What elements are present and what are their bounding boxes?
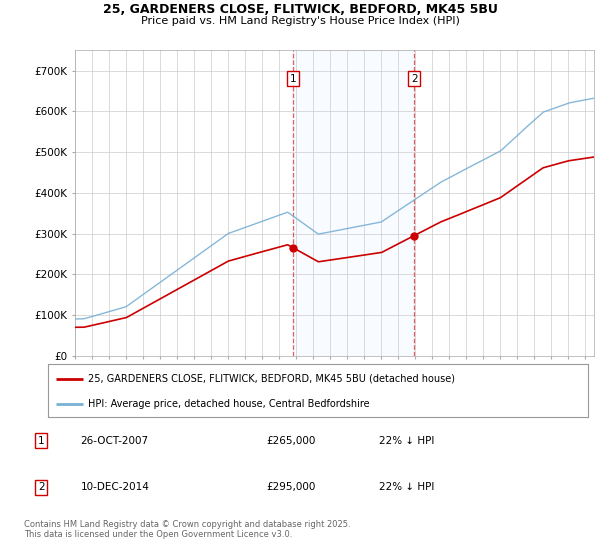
Text: 25, GARDENERS CLOSE, FLITWICK, BEDFORD, MK45 5BU: 25, GARDENERS CLOSE, FLITWICK, BEDFORD, … xyxy=(103,3,497,16)
Text: 10-DEC-2014: 10-DEC-2014 xyxy=(80,482,149,492)
Text: 22% ↓ HPI: 22% ↓ HPI xyxy=(379,482,434,492)
Bar xyxy=(293,50,415,356)
Text: 26-OCT-2007: 26-OCT-2007 xyxy=(80,436,149,446)
Text: £295,000: £295,000 xyxy=(266,482,316,492)
Text: 2: 2 xyxy=(38,482,45,492)
Text: 2: 2 xyxy=(411,74,418,84)
Text: 25, GARDENERS CLOSE, FLITWICK, BEDFORD, MK45 5BU (detached house): 25, GARDENERS CLOSE, FLITWICK, BEDFORD, … xyxy=(89,374,455,384)
Text: £265,000: £265,000 xyxy=(266,436,316,446)
Text: 1: 1 xyxy=(38,436,45,446)
Text: Price paid vs. HM Land Registry's House Price Index (HPI): Price paid vs. HM Land Registry's House … xyxy=(140,16,460,26)
Text: HPI: Average price, detached house, Central Bedfordshire: HPI: Average price, detached house, Cent… xyxy=(89,399,370,409)
Text: Contains HM Land Registry data © Crown copyright and database right 2025.
This d: Contains HM Land Registry data © Crown c… xyxy=(24,520,350,539)
Text: 22% ↓ HPI: 22% ↓ HPI xyxy=(379,436,434,446)
Text: 1: 1 xyxy=(290,74,296,84)
